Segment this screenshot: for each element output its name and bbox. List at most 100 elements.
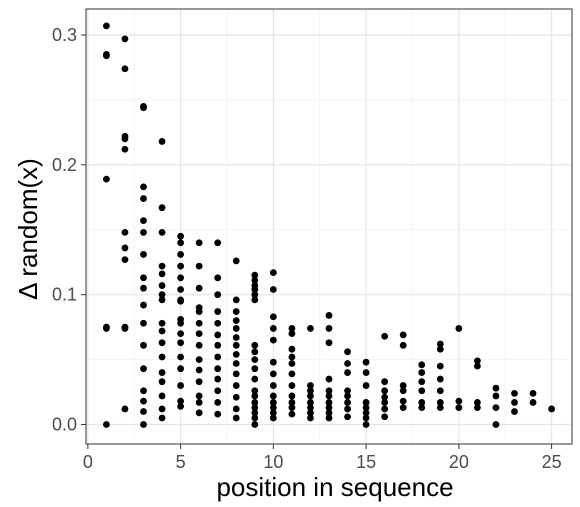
- data-point: [140, 274, 147, 282]
- data-point: [344, 360, 351, 367]
- y-axis-title: Δ random(x): [13, 158, 43, 300]
- data-point: [325, 339, 333, 347]
- data-point: [158, 319, 166, 327]
- data-point: [195, 330, 203, 338]
- data-point: [140, 251, 147, 258]
- data-point: [473, 362, 481, 370]
- data-point: [288, 330, 296, 338]
- data-point: [344, 348, 351, 356]
- data-point: [177, 402, 185, 410]
- data-point: [103, 52, 110, 60]
- data-point: [177, 286, 185, 293]
- data-point: [251, 291, 259, 299]
- data-point: [121, 244, 129, 252]
- data-point: [177, 382, 185, 389]
- data-point: [214, 365, 222, 373]
- data-point: [436, 404, 444, 412]
- data-point: [307, 399, 314, 406]
- data-point: [140, 284, 147, 292]
- data-point: [232, 414, 240, 422]
- data-point: [307, 392, 314, 400]
- data-point: [399, 331, 407, 339]
- data-point: [529, 399, 537, 406]
- data-point: [158, 270, 166, 278]
- data-point: [214, 319, 222, 327]
- data-point: [269, 325, 277, 332]
- data-point: [140, 408, 147, 415]
- data-point: [269, 404, 277, 412]
- data-point: [288, 345, 296, 353]
- data-point: [195, 308, 203, 315]
- data-point: [195, 366, 203, 374]
- y-axis-ticks: 0.0 0.1 0.2 0.3: [52, 25, 86, 435]
- data-point: [325, 312, 333, 319]
- data-point: [195, 239, 203, 247]
- data-point: [103, 325, 110, 332]
- data-point: [381, 387, 389, 395]
- x-tick-label: 25: [542, 452, 562, 472]
- data-point: [288, 360, 296, 367]
- data-point: [492, 392, 500, 400]
- data-point: [158, 228, 166, 236]
- data-point: [399, 387, 407, 395]
- data-point: [344, 392, 351, 400]
- data-point: [251, 296, 259, 304]
- x-tick-label: 10: [263, 452, 283, 472]
- data-point: [140, 397, 147, 405]
- data-point: [362, 382, 370, 389]
- data-point: [455, 404, 463, 412]
- data-point: [436, 375, 444, 383]
- data-point: [214, 308, 222, 315]
- data-point: [251, 348, 259, 356]
- data-point: [269, 409, 277, 417]
- data-point: [288, 399, 296, 406]
- data-point: [177, 339, 185, 347]
- data-point: [251, 421, 259, 428]
- data-point: [399, 341, 407, 349]
- data-point: [177, 251, 185, 258]
- data-point: [325, 392, 333, 400]
- data-point: [121, 145, 129, 153]
- data-point: [251, 375, 259, 383]
- data-point: [492, 384, 500, 392]
- data-point: [140, 195, 147, 202]
- panel-border: [85, 8, 573, 445]
- data-point: [251, 286, 259, 293]
- data-point: [140, 387, 147, 395]
- data-point: [251, 414, 259, 422]
- data-point: [511, 389, 518, 397]
- data-point: [288, 370, 296, 378]
- data-point: [232, 360, 240, 367]
- data-point: [418, 387, 426, 395]
- data-point: [195, 409, 203, 417]
- data-point: [158, 369, 166, 376]
- data-point: [177, 353, 185, 361]
- data-point: [251, 271, 259, 279]
- data-point: [436, 362, 444, 370]
- data-point: [177, 319, 185, 327]
- data-point: [473, 404, 481, 412]
- data-point: [455, 325, 463, 332]
- data-point: [399, 404, 407, 412]
- x-axis-title: position in sequence: [216, 472, 453, 502]
- data-point: [232, 405, 240, 413]
- data-point: [177, 297, 185, 305]
- data-point: [195, 319, 203, 327]
- data-point: [140, 104, 147, 112]
- data-point: [121, 405, 129, 413]
- data-point: [214, 399, 222, 406]
- data-point: [269, 382, 277, 389]
- data-point: [195, 399, 203, 406]
- data-point: [177, 365, 185, 373]
- data-point: [418, 399, 426, 406]
- data-point: [288, 404, 296, 412]
- data-point: [399, 397, 407, 405]
- data-point: [307, 414, 314, 422]
- data-point: [232, 334, 240, 341]
- data-point: [251, 392, 259, 400]
- data-point: [325, 409, 333, 417]
- data-point: [158, 405, 166, 413]
- data-point: [158, 138, 166, 145]
- data-point: [214, 341, 222, 349]
